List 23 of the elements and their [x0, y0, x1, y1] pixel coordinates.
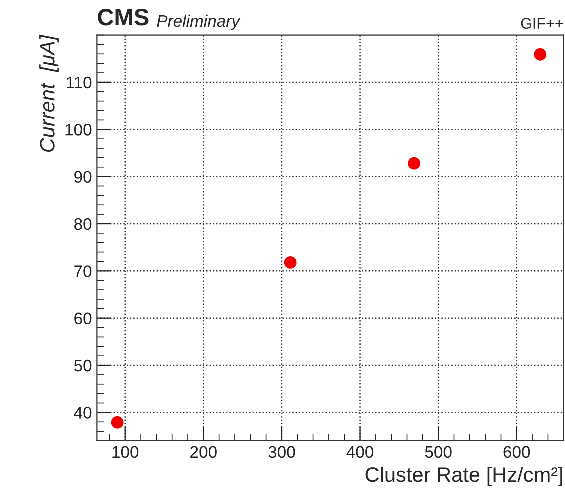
x-axis-title: Cluster Rate [Hz/cm²]	[366, 466, 562, 486]
x-tick-label: 400	[346, 446, 374, 458]
point	[111, 416, 124, 429]
y-tick-label: 50	[74, 360, 92, 372]
chart-subtitle: Preliminary	[157, 14, 241, 30]
point	[534, 48, 547, 61]
y-tick-label: 40	[74, 407, 92, 419]
y-tick-label: 110	[67, 76, 92, 89]
y-tick-label: 80	[74, 218, 92, 230]
x-tick-label: 300	[268, 446, 296, 458]
y-tick-label: 90	[74, 171, 92, 184]
text: GIF++	[521, 18, 564, 30]
x-tick-label: 100	[112, 446, 139, 458]
chart-title: CMS	[98, 9, 149, 26]
x-tick-label: 200	[190, 446, 217, 458]
y-tick-label: 70	[74, 266, 92, 278]
y-tick-label: 100	[66, 124, 92, 136]
point	[284, 256, 297, 269]
y-tick-label: 60	[74, 312, 92, 325]
point	[408, 157, 421, 170]
x-tick-label: 500	[425, 446, 452, 458]
y-axis-title: Current [μA]	[40, 34, 59, 152]
x-tick-label: 600	[504, 446, 530, 458]
